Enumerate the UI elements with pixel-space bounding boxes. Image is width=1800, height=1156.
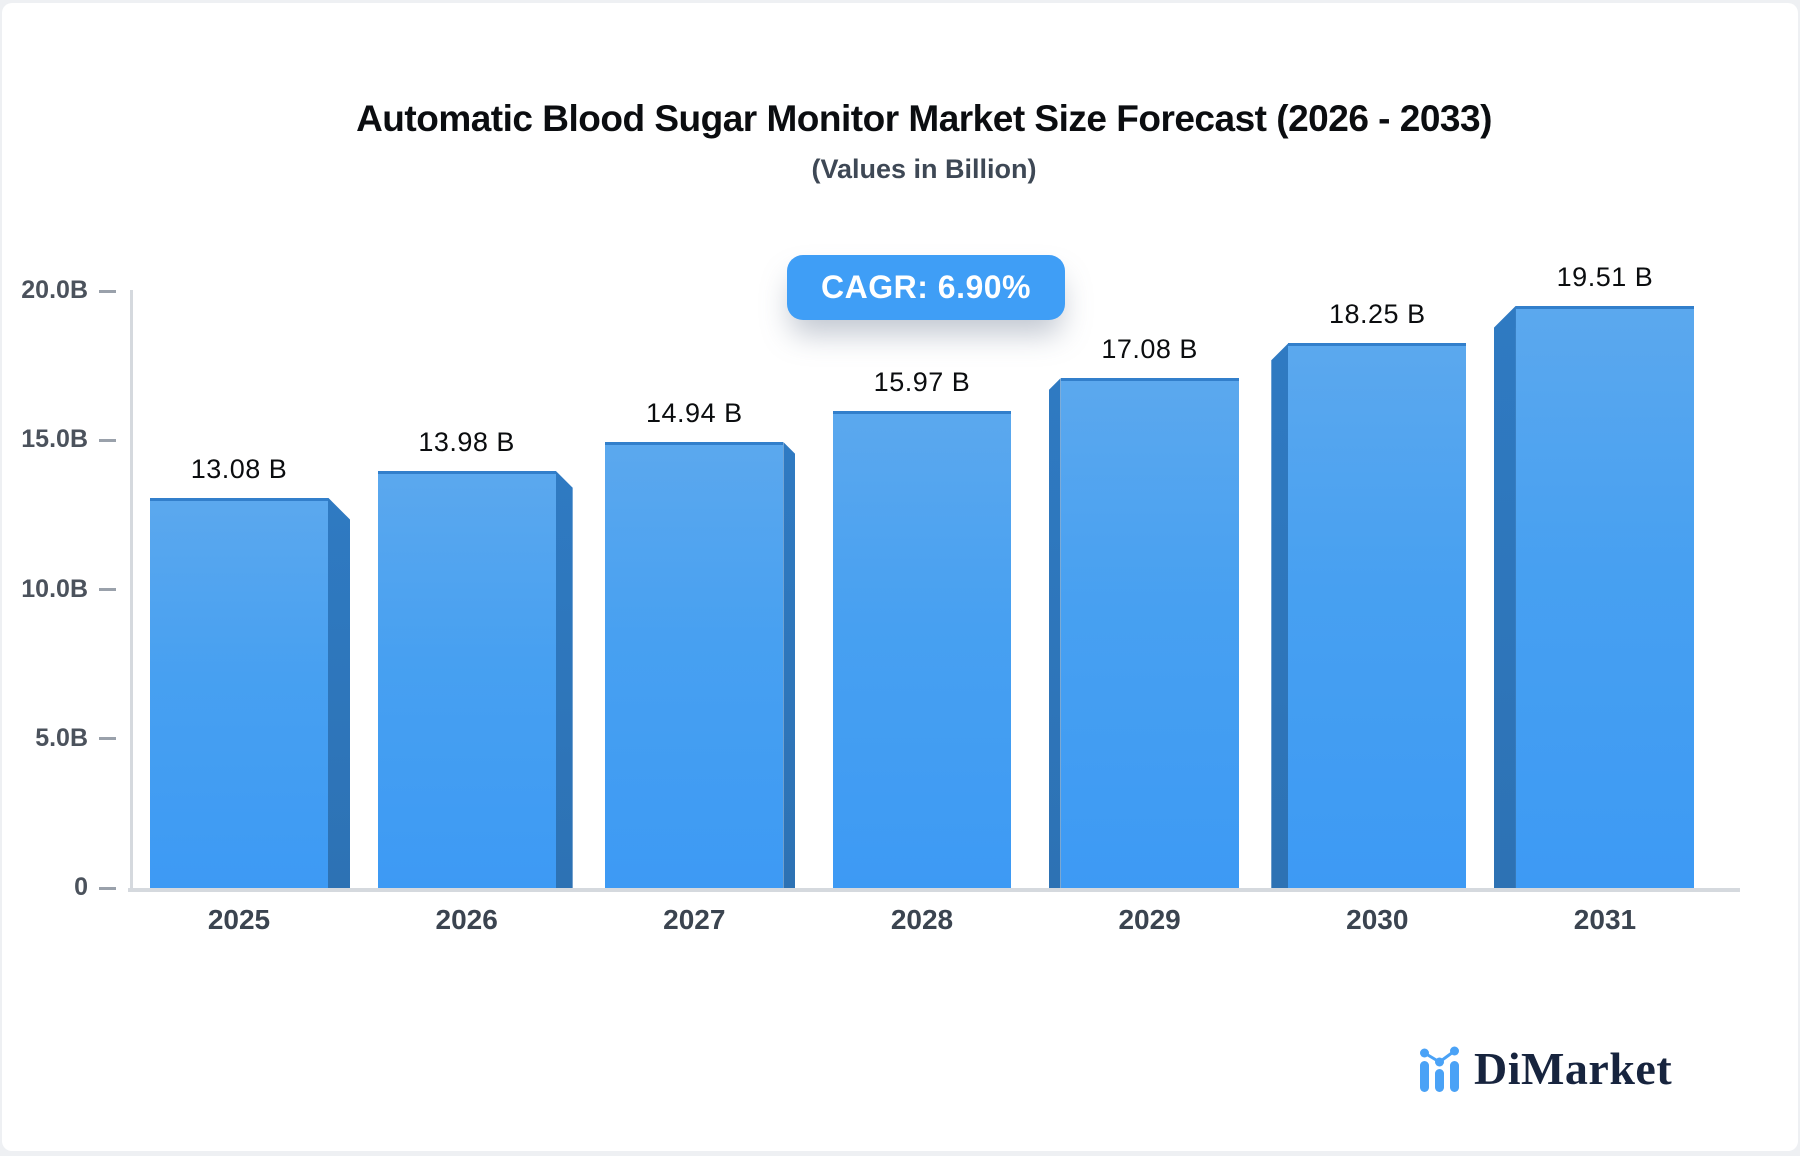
bar-value-label-2030: 18.25 B <box>1329 299 1426 330</box>
bar-2028 <box>832 411 1011 888</box>
y-axis-line <box>130 290 133 891</box>
bar-value-label-2026: 13.98 B <box>418 426 515 457</box>
bar-value-label-2025: 13.08 B <box>190 453 288 484</box>
x-axis-label-2027: 2027 <box>663 904 726 935</box>
bar-2031 <box>1515 305 1694 888</box>
cagr-badge-label: CAGR: 6.90% <box>821 269 1031 305</box>
bar-side-2027 <box>783 442 796 888</box>
bar-2027 <box>605 442 784 888</box>
chart-subtitle: (Values in Billion) <box>811 154 1037 184</box>
top-edge-band <box>0 0 1800 3</box>
x-axis-baseline <box>128 888 1740 892</box>
y-axis-tick-label: 5.0B <box>35 723 88 752</box>
x-axis-label-2030: 2030 <box>1346 904 1409 935</box>
bar-value-label-2027: 14.94 B <box>646 398 743 429</box>
y-axis-tick-label: 0 <box>74 873 88 901</box>
bar-side-2031 <box>1493 305 1516 888</box>
chart-title: Automatic Blood Sugar Monitor Market Siz… <box>356 98 1492 139</box>
bar-side-2025 <box>328 497 350 888</box>
y-axis-tick <box>99 737 116 741</box>
bar-side-2026 <box>555 470 573 888</box>
bar-value-label-2029: 17.08 B <box>1101 334 1198 365</box>
y-axis-tick <box>99 289 116 293</box>
bar-value-label-2028: 15.97 B <box>873 367 971 398</box>
x-axis-label-2029: 2029 <box>1118 904 1181 935</box>
y-axis-tick-label: 20.0B <box>21 276 88 304</box>
y-axis-tick <box>99 886 116 890</box>
brand-logo: DiMarket <box>1420 1041 1672 1097</box>
bar-value-label-2031: 19.51 B <box>1556 261 1654 292</box>
x-axis-label-2031: 2031 <box>1573 904 1637 935</box>
x-axis-label-2028: 2028 <box>890 904 954 935</box>
bar-side-2030 <box>1271 343 1289 888</box>
bar-2030 <box>1288 343 1467 888</box>
x-axis-label-2026: 2026 <box>435 904 498 935</box>
brand-name: DiMarket <box>1474 1043 1673 1094</box>
bar-2026 <box>377 470 556 888</box>
bar-2025 <box>150 497 328 888</box>
cagr-badge: CAGR: 6.90% <box>787 255 1065 320</box>
bar-side-2029 <box>1048 378 1061 888</box>
y-axis-tick <box>99 438 116 442</box>
y-axis-tick-label: 10.0B <box>21 574 88 603</box>
x-axis-label-2025: 2025 <box>207 904 271 935</box>
mini-bar-chart-icon <box>1420 1046 1459 1092</box>
bar-2029 <box>1060 378 1239 888</box>
y-axis-tick-label: 15.0B <box>21 425 88 454</box>
y-axis-tick <box>99 588 116 591</box>
